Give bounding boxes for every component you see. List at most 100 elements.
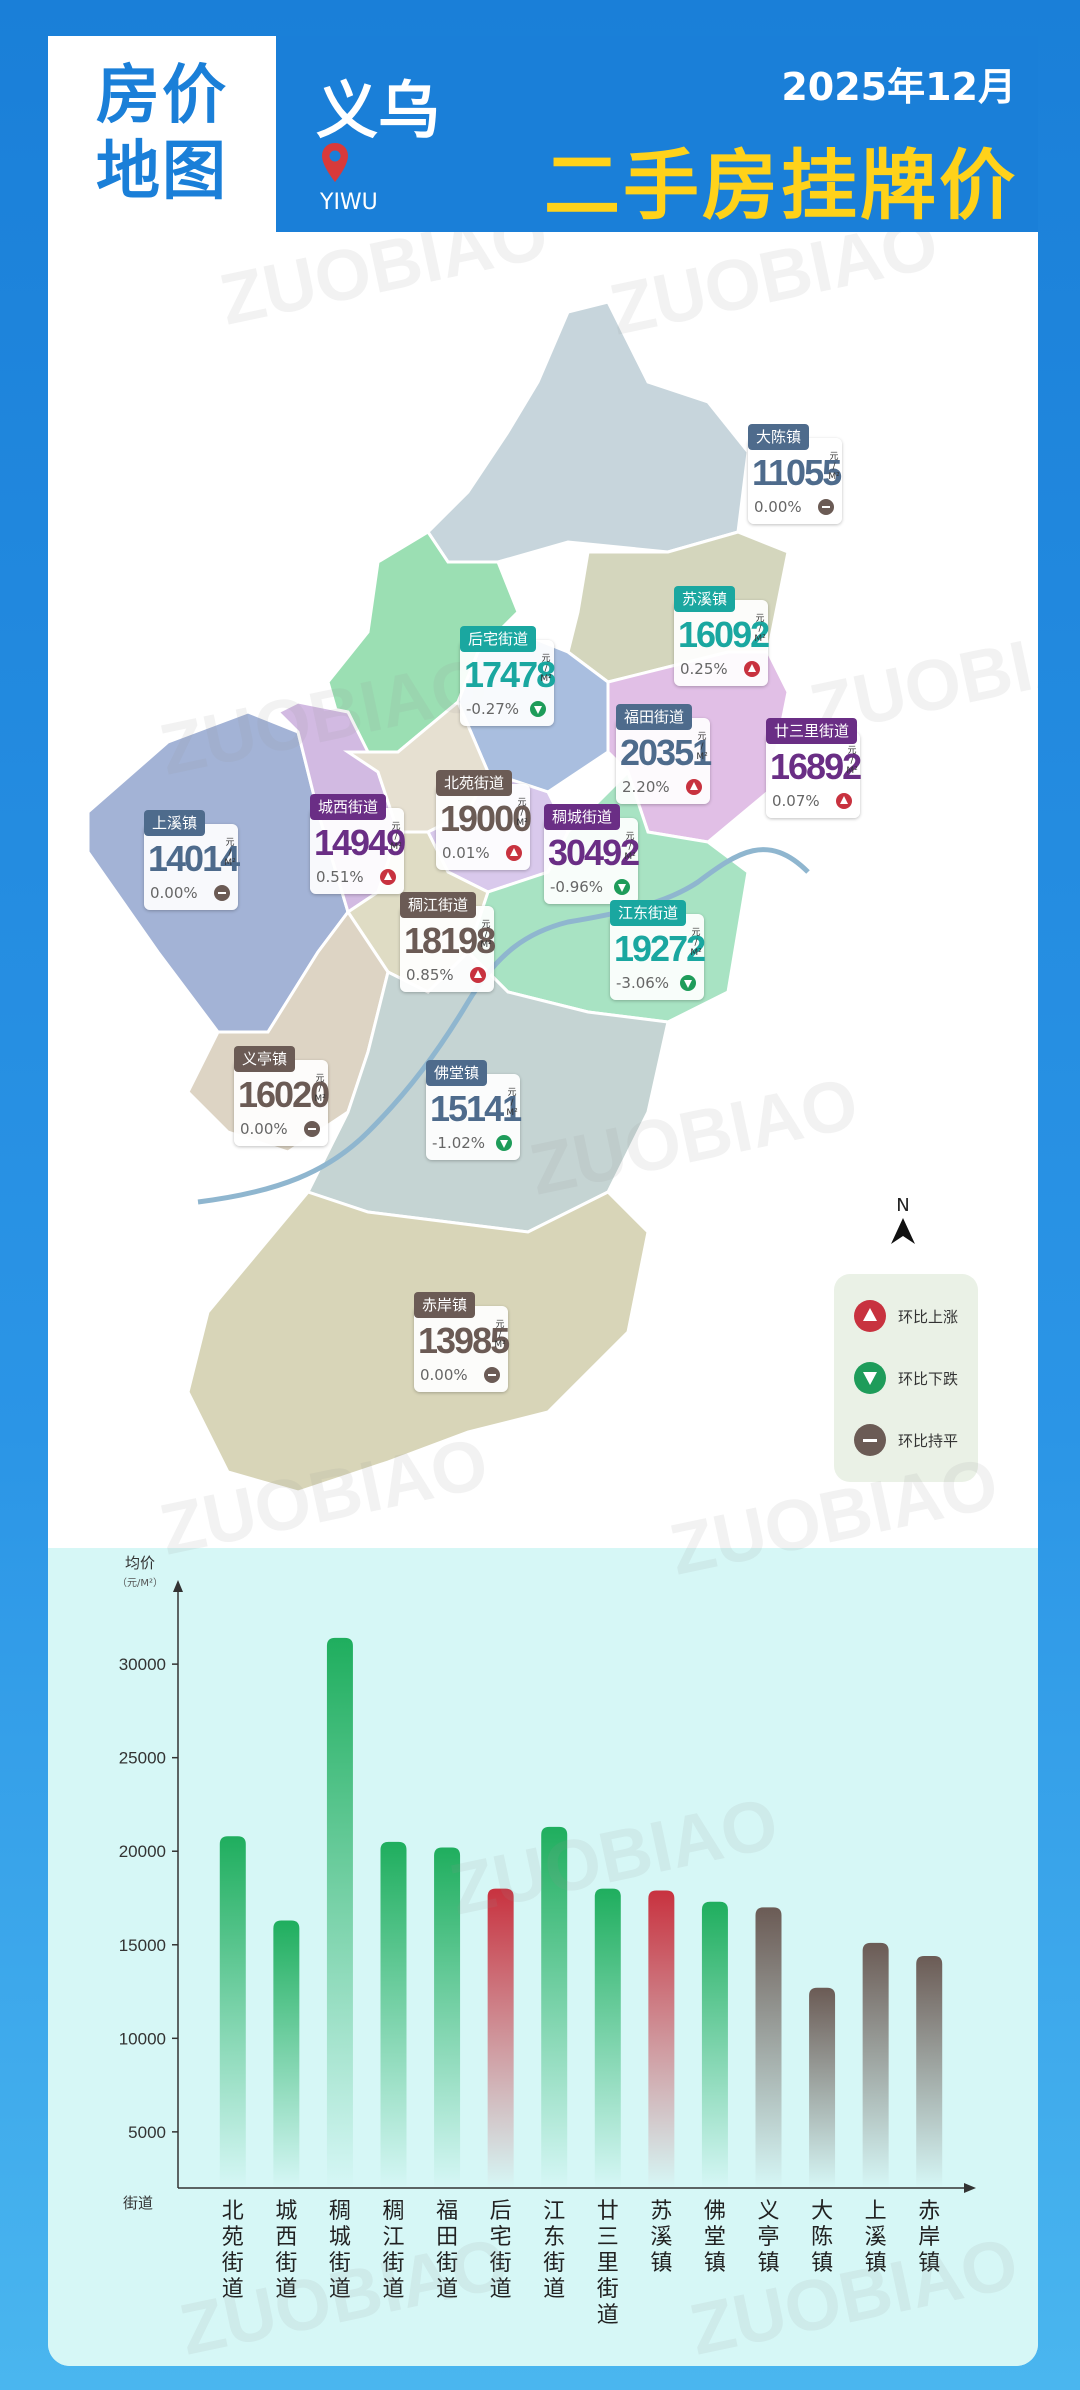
map-region-dachen: [426, 300, 750, 564]
district-name: 城西街道: [310, 794, 387, 820]
price-bar-chart-panel: 均价 （元/M²） 街道 5000 10000 15000 20000 25000 30000 北…: [48, 1548, 1038, 2366]
district-name: 苏溪镇: [674, 586, 736, 612]
river: [197, 847, 810, 1205]
x-tick-label-char: 后: [490, 2199, 512, 2224]
x-tick-label-char: 上: [865, 2199, 887, 2224]
x-tick-label-char: 里: [597, 2251, 619, 2276]
district-price: 15141: [430, 1088, 522, 1129]
trend-down-icon: [496, 1135, 512, 1151]
x-axis-arrow: [964, 2183, 976, 2193]
x-tick-label-char: 陈: [811, 2225, 833, 2250]
y-axis-label: 均价: [125, 1554, 155, 1572]
district-price: 18198: [404, 920, 496, 961]
district-name: 稠城街道: [544, 804, 621, 830]
district-price: 20351: [620, 732, 712, 773]
x-tick-label-char: 苑: [222, 2225, 244, 2250]
x-tick-label-char: 稠: [329, 2199, 351, 2224]
x-tick-label-char: 亭: [757, 2225, 779, 2250]
x-tick-label-char: 镇: [704, 2251, 726, 2276]
price-unit: 元 / M²: [690, 928, 702, 958]
y-tick-label: 10000: [119, 2029, 166, 2048]
bar: [862, 1942, 889, 2188]
x-tick-label-char: 道: [222, 2277, 244, 2302]
district-name: 赤岸镇: [414, 1292, 476, 1318]
x-tick-label-char: 道: [329, 2277, 351, 2302]
price-unit: 元 / M²: [696, 732, 708, 762]
x-tick-label-char: 城: [275, 2199, 297, 2224]
district-price: 16892: [770, 746, 862, 787]
x-tick-label-char: 道: [436, 2277, 458, 2302]
district-change: 0.00%: [150, 884, 198, 902]
district-change: 0.51%: [316, 868, 364, 886]
trend-up-icon: [470, 967, 486, 983]
header-title-line2: 地图: [96, 135, 228, 209]
price-unit: 元 / M²: [224, 838, 236, 868]
trend-up-icon: [686, 779, 702, 795]
x-tick-label-char: 道: [597, 2303, 619, 2328]
district-name: 江东街道: [610, 900, 687, 926]
district-label: 佛堂镇 15141 元 / M² -1.02%: [426, 1060, 522, 1160]
x-tick-label-char: 道: [382, 2277, 404, 2302]
x-tick-label-char: 道: [275, 2277, 297, 2302]
y-tick-label: 25000: [119, 1749, 166, 1768]
district-name: 佛堂镇: [426, 1060, 488, 1086]
price-unit: 元 / M²: [540, 654, 552, 684]
district-change: 2.20%: [622, 778, 670, 796]
x-tick-label-char: 佛: [704, 2199, 726, 2224]
x-tick-label-char: 江: [382, 2225, 404, 2250]
y-tick-label: 5000: [128, 2123, 166, 2142]
x-tick-label-char: 溪: [865, 2225, 887, 2250]
district-label: 北苑街道 19000 元 / M² 0.01%: [436, 770, 532, 870]
district-change: 0.00%: [420, 1366, 468, 1384]
district-label: 福田街道 20351 元 / M² 2.20%: [616, 704, 712, 804]
x-tick-label-char: 三: [597, 2225, 619, 2250]
x-tick-label-char: 镇: [650, 2251, 672, 2276]
north-arrow-icon: [891, 1218, 915, 1244]
x-tick-label-char: 街: [382, 2251, 404, 2276]
district-price: 17478: [464, 654, 556, 695]
trend-down-icon: [854, 1362, 886, 1394]
x-tick-label-char: 大: [811, 2199, 833, 2224]
x-tick-label-char: 街: [543, 2251, 565, 2276]
district-price: 14949: [314, 822, 406, 863]
x-tick-label-char: 赤: [918, 2199, 940, 2224]
district-change: 0.07%: [772, 792, 820, 810]
x-tick-label-char: 义: [757, 2199, 779, 2224]
bar: [916, 1956, 943, 2188]
bar: [380, 1841, 407, 2188]
legend-label: 环比上涨: [898, 1308, 959, 1326]
price-unit: 元 / M²: [624, 832, 636, 862]
bar: [809, 1987, 836, 2188]
x-tick-label-char: 江: [543, 2199, 565, 2224]
x-tick-label-char: 街: [275, 2251, 297, 2276]
trend-flat-icon: [304, 1121, 320, 1137]
bar: [273, 1920, 300, 2188]
x-tick-label-char: 镇: [757, 2251, 779, 2276]
x-tick-label-char: 福: [436, 2199, 458, 2224]
y-axis-unit: （元/M²）: [117, 1577, 163, 1589]
x-tick-label-char: 西: [275, 2225, 297, 2250]
x-tick-label-char: 堂: [704, 2225, 726, 2250]
district-change: 0.25%: [680, 660, 728, 678]
legend-label: 环比持平: [898, 1432, 959, 1450]
header-title-line1: 房价: [96, 59, 228, 133]
x-tick-label-char: 街: [490, 2251, 512, 2276]
district-label: 稠城街道 30492 元 / M² -0.96%: [544, 804, 640, 904]
district-change: 0.00%: [754, 498, 802, 516]
y-tick-label: 15000: [119, 1936, 166, 1955]
district-price: 14014: [148, 838, 240, 879]
district-price: 11055: [752, 452, 842, 493]
x-tick-label-char: 街: [222, 2251, 244, 2276]
district-price: 19272: [614, 928, 706, 969]
district-name: 大陈镇: [748, 424, 810, 450]
district-label: 大陈镇 11055 元 / M² 0.00%: [748, 424, 842, 524]
district-label: 义亭镇 16020 元 / M² 0.00%: [234, 1046, 330, 1146]
report-date: 2025年12月: [781, 65, 1016, 109]
north-arrow: N: [888, 1195, 918, 1250]
report-subtitle: 二手房挂牌价: [544, 141, 1018, 230]
trend-up-icon: [380, 869, 396, 885]
bar: [648, 1890, 675, 2188]
bar: [594, 1888, 621, 2188]
district-change: -0.27%: [466, 700, 520, 718]
y-tick-label: 30000: [119, 1655, 166, 1674]
